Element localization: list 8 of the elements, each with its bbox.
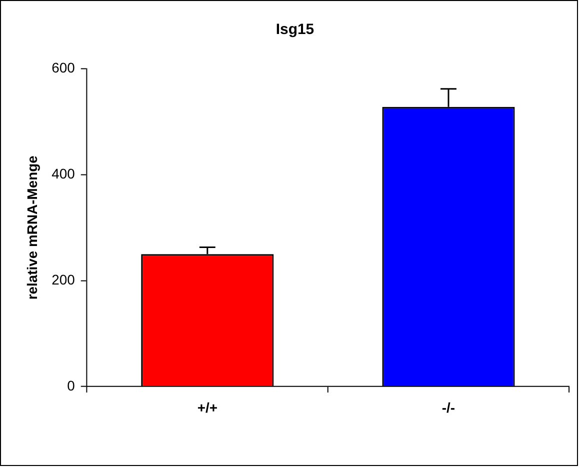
x-tick-label: -/- <box>442 400 456 416</box>
y-axis-title: relative mRNA-Menge <box>24 155 40 300</box>
x-tick-label: +/+ <box>197 400 218 416</box>
y-tick-label: 600 <box>52 60 76 76</box>
y-tick-label: 200 <box>52 271 76 288</box>
y-tick-label: 400 <box>52 166 76 182</box>
y-tick-label: 0 <box>67 377 76 394</box>
chart-title: Isg15 <box>276 21 314 38</box>
